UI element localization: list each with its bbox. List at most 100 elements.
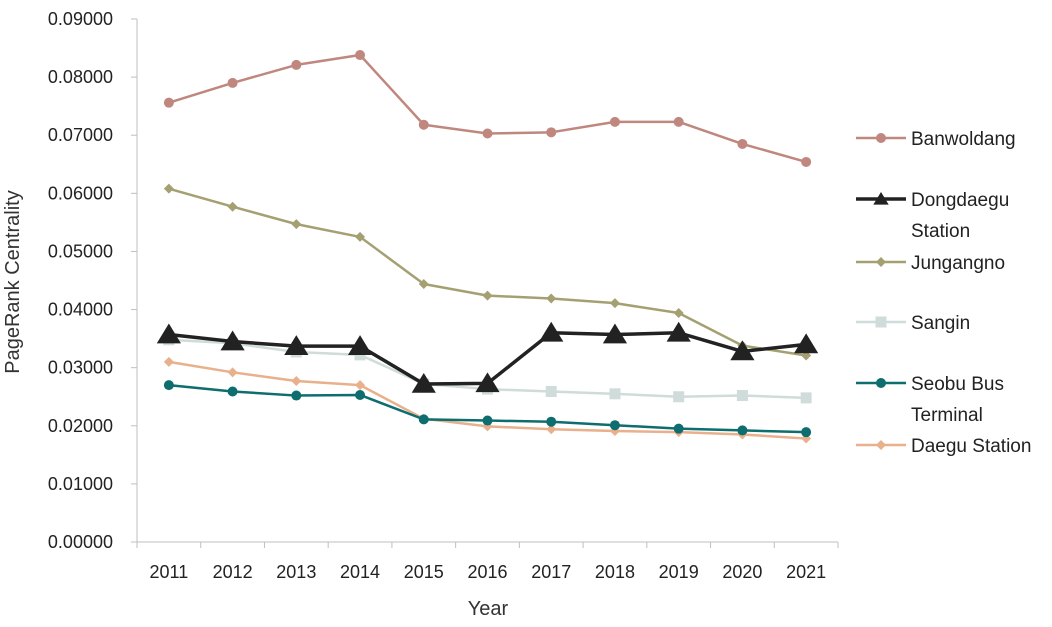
data-point: [546, 416, 557, 427]
data-point: [291, 59, 302, 70]
data-point: [609, 420, 620, 431]
legend-label-line: Banwoldang: [911, 129, 1016, 150]
legend: Banwoldang Dongdaegu Station Jungangno Sangi…: [856, 129, 1031, 457]
legend-swatch-marker: [876, 440, 886, 450]
data-point: [163, 183, 174, 194]
y-axis-title: PageRank Centrality: [2, 190, 24, 373]
x-tick-label: 2014: [340, 562, 380, 582]
data-point: [355, 231, 366, 242]
legend-label-line: Sangin: [911, 313, 970, 334]
legend-item: Jungangno: [856, 253, 1005, 274]
x-tick-label: 2019: [659, 562, 699, 582]
data-point: [801, 427, 812, 438]
data-point: [482, 128, 493, 139]
y-tick-label: 0.02000: [48, 416, 113, 436]
y-tick-label: 0.03000: [48, 358, 113, 378]
data-point: [546, 293, 557, 304]
y-tick-label: 0.09000: [48, 9, 113, 29]
legend-label: Jungangno: [911, 253, 1005, 274]
data-point: [227, 367, 238, 378]
data-point: [673, 116, 684, 127]
legend-label: Sangin: [911, 313, 970, 334]
y-tick-label: 0.01000: [48, 474, 113, 494]
data-point: [482, 415, 493, 426]
data-point: [673, 391, 685, 403]
legend-label: Dongdaegu Station: [911, 190, 1009, 242]
y-tick-label: 0.04000: [48, 300, 113, 320]
data-point: [545, 385, 557, 397]
data-point: [163, 356, 174, 367]
data-point: [602, 323, 628, 344]
data-point: [609, 298, 620, 309]
y-tick-label: 0.08000: [48, 67, 113, 87]
y-tick-label: 0.05000: [48, 241, 113, 261]
x-tick-label: 2016: [467, 562, 507, 582]
y-tick-label: 0.07000: [48, 125, 113, 145]
data-point: [673, 423, 684, 434]
data-point: [475, 372, 500, 393]
data-point: [347, 335, 373, 355]
legend-item: Seobu Bus Terminal: [856, 374, 1004, 426]
legend-label: Daegu Station: [911, 436, 1031, 457]
legend-item: Sangin: [856, 313, 970, 334]
x-axis-title: Year: [468, 598, 509, 620]
legend-swatch-marker: [873, 192, 889, 205]
legend-item: Dongdaegu Station: [856, 190, 1009, 242]
data-point: [156, 323, 181, 344]
x-tick-label: 2020: [722, 562, 762, 582]
data-point: [220, 330, 245, 351]
data-point: [355, 380, 366, 391]
x-tick-label: 2015: [404, 562, 444, 582]
series-layer: [156, 50, 819, 444]
data-point: [227, 77, 238, 88]
data-point: [546, 127, 557, 138]
data-point: [800, 392, 812, 404]
y-tick-label: 0.06000: [48, 183, 113, 203]
data-point: [794, 333, 819, 354]
series-line: [168, 53, 807, 164]
data-point: [801, 156, 812, 167]
data-point: [418, 414, 429, 425]
legend-swatch-marker: [876, 133, 886, 143]
data-point: [730, 340, 755, 361]
legend-label-line: Jungangno: [911, 253, 1005, 274]
legend-swatch-marker: [875, 316, 887, 328]
data-point: [291, 390, 302, 401]
data-point: [227, 386, 238, 397]
legend-label: Banwoldang: [911, 129, 1016, 150]
data-point: [291, 376, 302, 387]
series-jungangno: [163, 183, 812, 361]
x-tick-label: 2018: [595, 562, 635, 582]
legend-label-line: Dongdaegu: [911, 190, 1009, 211]
data-point: [673, 308, 684, 319]
series-banwoldang: [163, 50, 812, 167]
data-point: [539, 321, 564, 342]
data-point: [609, 388, 621, 400]
series-line: [168, 187, 807, 357]
data-point: [546, 424, 557, 435]
y-axis: 0.00000 0.01000 0.02000 0.03000 0.04000 0.050…: [48, 9, 138, 552]
data-point: [163, 380, 174, 391]
data-point: [227, 201, 238, 212]
legend-label-line: Seobu Bus: [911, 374, 1004, 395]
data-point: [609, 116, 620, 127]
legend-item: Daegu Station: [856, 436, 1031, 457]
legend-swatch-marker: [876, 378, 886, 388]
data-point: [355, 50, 366, 61]
x-axis: 2011 2012 2013 2014 2015 2016 2017 2018 2019 2020…: [136, 541, 839, 582]
legend-label-line: Station: [911, 221, 970, 242]
data-point: [737, 425, 748, 436]
x-tick-label: 2012: [213, 562, 253, 582]
data-point: [737, 138, 748, 149]
data-point: [355, 389, 366, 400]
data-point: [284, 335, 309, 355]
x-tick-label: 2017: [531, 562, 571, 582]
data-point: [482, 290, 493, 301]
legend-item: Banwoldang: [856, 129, 1016, 150]
legend-label-line: Terminal: [911, 405, 983, 426]
series-seobu-bus-terminal: [163, 380, 812, 438]
legend-label: Seobu Bus Terminal: [911, 374, 1004, 426]
data-point: [411, 372, 436, 393]
